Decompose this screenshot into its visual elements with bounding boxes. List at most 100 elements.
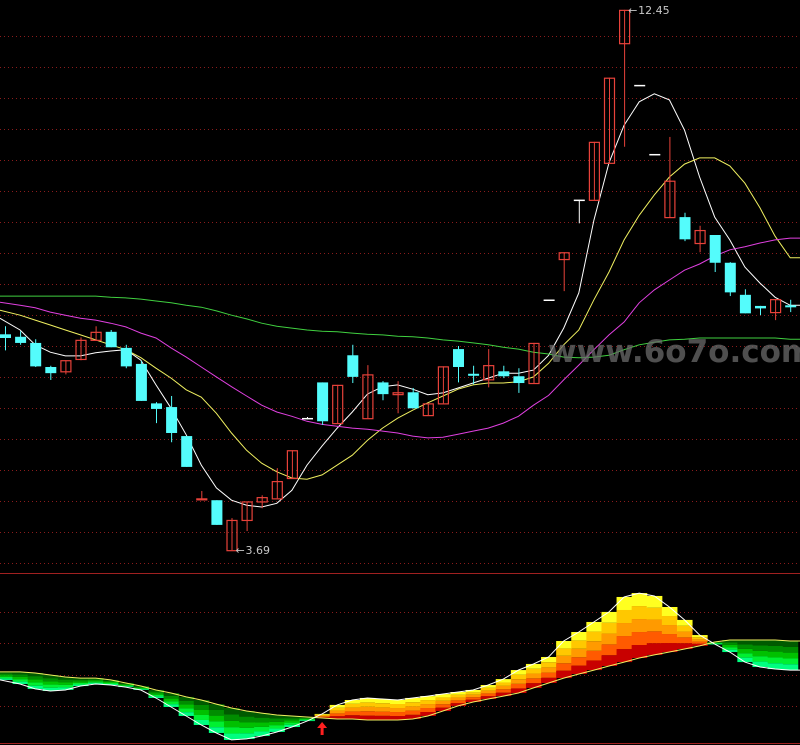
band-segment [616, 636, 633, 650]
band-segment [752, 656, 769, 662]
band-segment [314, 715, 331, 717]
candle-body-up [90, 331, 102, 341]
candle-body-up [422, 403, 434, 417]
candle-body-up [332, 384, 344, 425]
band-segment [223, 720, 240, 728]
band-segment [707, 642, 723, 644]
candle [30, 339, 42, 367]
band-segment [661, 607, 678, 617]
band-segment [722, 647, 738, 650]
band-segment [571, 640, 587, 649]
band-segment [495, 685, 512, 690]
band-segment [148, 691, 165, 694]
candle-body-down [468, 373, 480, 376]
band-segment [692, 635, 708, 638]
band-segment [480, 690, 497, 694]
band-segment [495, 679, 512, 683]
band-segment [510, 683, 527, 689]
band-segment [737, 644, 753, 649]
band-segment [374, 711, 391, 716]
band-segment [510, 679, 527, 684]
band-segment [57, 684, 74, 688]
band-segment [631, 645, 648, 658]
band-segment [284, 718, 300, 721]
band-segment [0, 676, 13, 679]
candle-body-down [15, 336, 27, 343]
candle [181, 436, 193, 467]
band-segment [480, 696, 497, 699]
band-segment [782, 658, 799, 665]
band-segment [707, 642, 723, 644]
band-segment [12, 674, 29, 677]
band-segment [631, 593, 648, 607]
band-segment [661, 616, 678, 626]
band-segment [586, 650, 602, 661]
band-segment [465, 692, 482, 695]
moving-average-line-2 [0, 237, 800, 439]
band-segment [525, 668, 542, 674]
band-segment [541, 667, 557, 673]
band-segment [646, 607, 663, 620]
band-segment [616, 649, 633, 663]
band-segment [27, 685, 44, 689]
band-segment [525, 683, 542, 688]
candle [649, 153, 661, 156]
band-segment [420, 696, 436, 701]
band-segment [510, 670, 527, 675]
band-segment [782, 641, 799, 647]
band-segment [208, 709, 225, 716]
candle [407, 387, 419, 409]
band-segment [57, 687, 74, 690]
candle [588, 141, 601, 201]
band-segment [118, 685, 134, 687]
band-segment [239, 716, 255, 723]
band-segment [163, 695, 180, 699]
band-segment [88, 681, 104, 683]
band-segment [722, 639, 738, 643]
candle-body-up [60, 360, 72, 373]
band-segment [42, 684, 59, 688]
candle-body-down [151, 403, 162, 409]
band-segment [344, 711, 361, 716]
band-segment [707, 643, 723, 645]
band-segment [405, 710, 421, 715]
band-segment [57, 682, 74, 685]
band-segment [72, 681, 89, 683]
band-segment [239, 722, 255, 728]
band-segment [601, 622, 618, 634]
band-segment [42, 681, 59, 685]
band-segment [571, 665, 587, 674]
band-segment [480, 685, 497, 688]
candle [196, 490, 208, 501]
band-segment [495, 689, 512, 693]
candle-body-up [196, 498, 208, 501]
candle [166, 395, 178, 443]
band-segment [752, 645, 769, 651]
band-segment [752, 639, 769, 646]
candle-body-up [528, 342, 540, 385]
band-segment [692, 639, 708, 642]
band-segment [510, 688, 527, 694]
candle [256, 495, 268, 509]
band-segment [676, 631, 693, 638]
band-segment [178, 700, 195, 705]
band-segment [314, 716, 331, 718]
band-segment [465, 699, 482, 703]
band-segment [193, 719, 210, 725]
band-segment [571, 657, 587, 666]
band-segment [525, 663, 542, 669]
candle-body-up [437, 366, 449, 405]
band-segment [88, 682, 104, 685]
band-segment [374, 715, 391, 721]
band-segment [359, 697, 376, 703]
band-segment [767, 651, 784, 658]
band-segment [510, 674, 527, 680]
candle [317, 382, 329, 425]
band-segment [601, 611, 618, 623]
price-annotations: 12.45 3.69 ← ← [236, 4, 670, 557]
band-segment [299, 717, 316, 719]
band-segment [269, 718, 285, 722]
candle [437, 366, 449, 405]
band-segment [767, 639, 784, 646]
band-segment [299, 719, 316, 721]
